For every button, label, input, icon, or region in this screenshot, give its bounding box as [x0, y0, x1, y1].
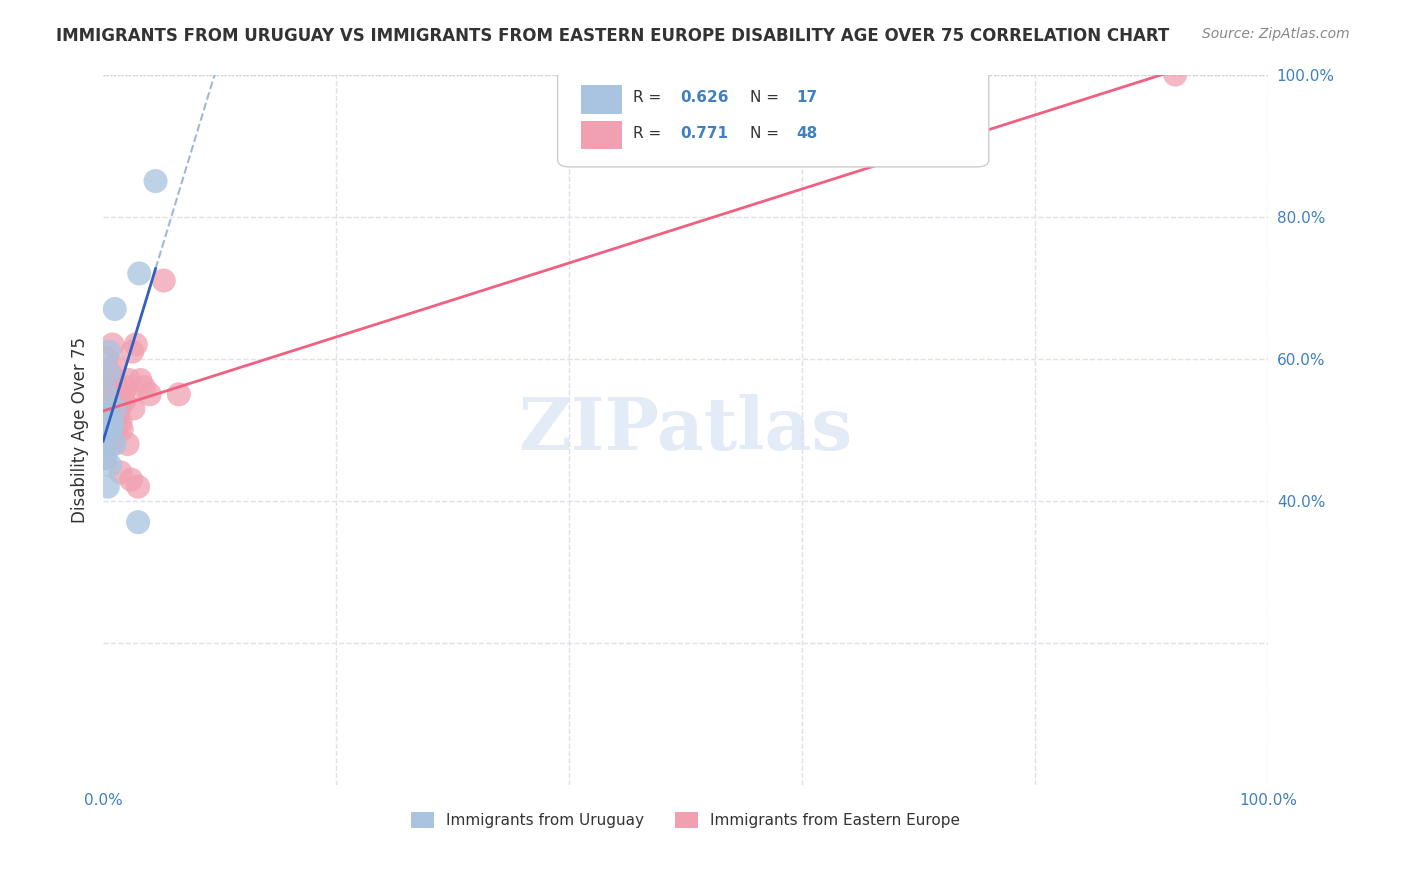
Point [93, 451, 115, 466]
Point [100, 423, 122, 437]
Point [152, 274, 174, 288]
Text: ZIPatlas: ZIPatlas [519, 394, 853, 466]
Text: 48: 48 [796, 126, 818, 141]
Point [103, 401, 125, 416]
Text: 17: 17 [796, 90, 818, 105]
Point [101, 416, 124, 430]
Point [94, 451, 117, 466]
Point [121, 344, 143, 359]
Point [107, 394, 129, 409]
Point [97, 409, 120, 423]
Point [104, 401, 127, 416]
Point [97, 480, 120, 494]
Point [98, 458, 121, 473]
Point [104, 416, 127, 430]
Point [105, 409, 128, 423]
Point [127, 480, 149, 494]
Point [97, 380, 120, 394]
Point [127, 515, 149, 529]
Point [122, 401, 145, 416]
Point [105, 380, 128, 394]
Point [120, 473, 142, 487]
Bar [581, 85, 621, 113]
Point [104, 359, 127, 373]
Point [97, 423, 120, 437]
Text: IMMIGRANTS FROM URUGUAY VS IMMIGRANTS FROM EASTERN EUROPE DISABILITY AGE OVER 75: IMMIGRANTS FROM URUGUAY VS IMMIGRANTS FR… [56, 27, 1170, 45]
Point [101, 337, 124, 351]
Point [97, 344, 120, 359]
Text: N =: N = [749, 90, 783, 105]
Point [108, 401, 131, 416]
Point [94, 409, 117, 423]
Y-axis label: Disability Age Over 75: Disability Age Over 75 [72, 337, 89, 523]
Point [104, 301, 127, 316]
Bar [581, 120, 621, 149]
Text: 0.771: 0.771 [681, 126, 728, 141]
Text: R =: R = [633, 90, 666, 105]
Point [98, 416, 121, 430]
Point [100, 423, 122, 437]
Point [118, 373, 141, 387]
Point [167, 387, 190, 401]
Text: N =: N = [749, 126, 783, 141]
Text: 0.626: 0.626 [681, 90, 728, 105]
Point [100, 409, 122, 423]
Point [98, 401, 121, 416]
Text: Source: ZipAtlas.com: Source: ZipAtlas.com [1202, 27, 1350, 41]
Point [104, 437, 127, 451]
Point [125, 337, 148, 351]
Point [96, 423, 118, 437]
Point [104, 387, 127, 401]
Point [97, 373, 120, 387]
Point [110, 416, 132, 430]
Point [111, 423, 134, 437]
Point [94, 437, 117, 451]
Point [97, 366, 120, 380]
Point [96, 351, 118, 366]
Point [100, 394, 122, 409]
Point [145, 174, 167, 188]
FancyBboxPatch shape [558, 68, 988, 167]
Point [93, 437, 115, 451]
Point [101, 437, 124, 451]
Point [117, 437, 139, 451]
Point [101, 416, 124, 430]
Text: R =: R = [633, 126, 666, 141]
Point [96, 387, 118, 401]
Point [111, 387, 134, 401]
Point [129, 373, 152, 387]
Point [93, 423, 115, 437]
Point [112, 394, 135, 409]
Point [97, 430, 120, 444]
Point [128, 267, 150, 281]
Point [115, 380, 138, 394]
Point [110, 466, 132, 480]
Point [103, 380, 125, 394]
Point [1164, 68, 1187, 82]
Point [98, 366, 121, 380]
Point [98, 380, 121, 394]
Point [104, 423, 127, 437]
Point [139, 387, 162, 401]
Point [132, 380, 155, 394]
Legend: Immigrants from Uruguay, Immigrants from Eastern Europe: Immigrants from Uruguay, Immigrants from… [405, 806, 966, 834]
